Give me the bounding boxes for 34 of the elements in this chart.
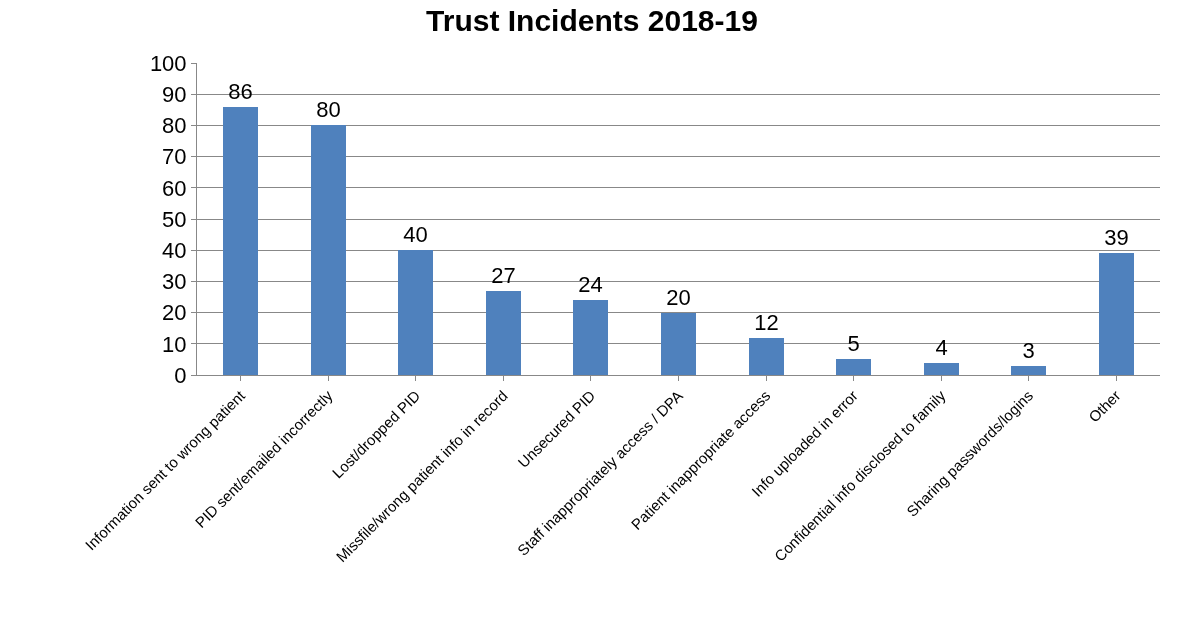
data-label: 86 — [228, 79, 253, 104]
chart-title: Trust Incidents 2018-19 — [426, 3, 758, 37]
y-tick-label: 0 — [174, 362, 187, 388]
bar — [223, 107, 258, 375]
bar — [1011, 366, 1046, 375]
y-tick-label: 40 — [162, 237, 187, 263]
data-label: 4 — [935, 335, 948, 360]
bar — [573, 300, 608, 375]
y-tick-label: 10 — [162, 331, 187, 357]
data-label: 80 — [316, 97, 341, 122]
bar — [398, 250, 433, 375]
data-label: 39 — [1104, 225, 1129, 250]
y-tick-label: 60 — [162, 175, 187, 201]
data-label: 12 — [754, 310, 779, 335]
bar — [661, 313, 696, 375]
data-label: 3 — [1022, 338, 1035, 363]
y-tick-label: 20 — [162, 300, 187, 326]
y-tick-label: 30 — [162, 269, 187, 295]
y-tick-label: 80 — [162, 113, 187, 139]
bar — [836, 359, 871, 375]
y-tick-label: 50 — [162, 206, 187, 232]
y-tick-label: 100 — [149, 50, 187, 76]
data-label: 5 — [847, 331, 860, 356]
data-label: 27 — [491, 263, 516, 288]
bar — [924, 363, 959, 375]
data-label: 20 — [666, 285, 691, 310]
bar — [1099, 253, 1134, 375]
data-label: 24 — [578, 272, 603, 297]
bar — [486, 291, 521, 375]
bar — [311, 125, 346, 375]
y-tick-label: 90 — [162, 81, 187, 107]
y-tick-label: 70 — [162, 144, 187, 170]
data-label: 40 — [403, 222, 428, 247]
bar — [749, 338, 784, 375]
